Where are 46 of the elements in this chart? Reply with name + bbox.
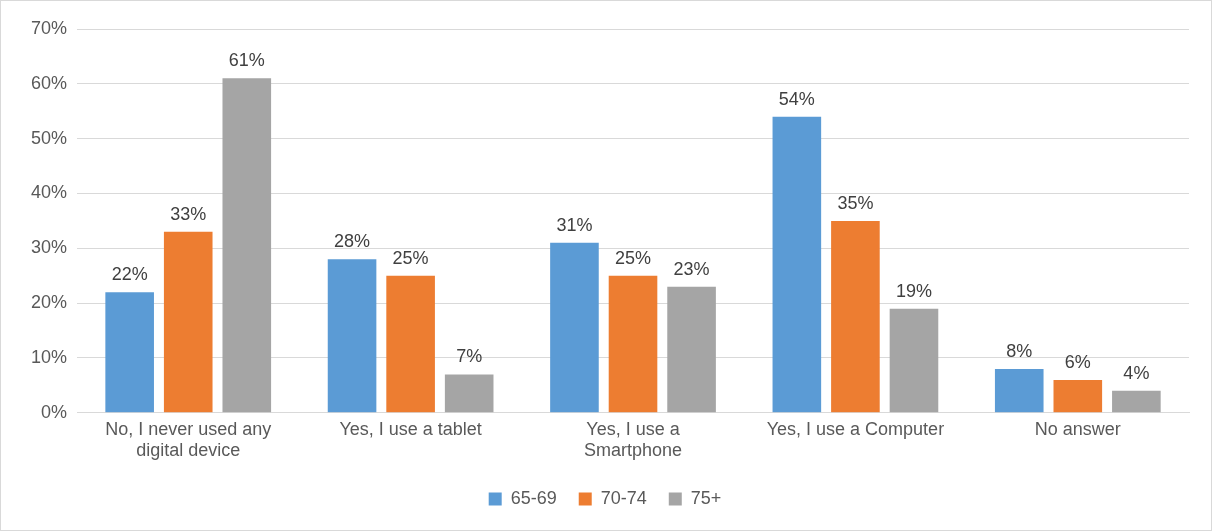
bar [222, 78, 272, 413]
x-tick-label: Yes, I use a Computer [766, 418, 945, 439]
bar [1112, 390, 1161, 413]
data-label: 31% [556, 214, 593, 235]
data-label: 25% [392, 247, 429, 268]
x-tick-label: Yes, I use a tablet [339, 418, 482, 439]
x-tick-label: No answer [1034, 418, 1121, 439]
legend-label: 70-74 [600, 487, 647, 508]
y-tick-label: 20% [31, 292, 68, 313]
bar [772, 116, 822, 413]
y-tick-label: 40% [31, 182, 68, 203]
data-label: 8% [1006, 340, 1033, 361]
bar [444, 374, 494, 413]
bar [831, 220, 880, 413]
bar [105, 292, 154, 413]
y-tick-label: 70% [31, 17, 68, 38]
data-label: 22% [111, 264, 148, 285]
bar [163, 231, 213, 413]
data-label: 7% [456, 346, 483, 367]
data-label: 25% [615, 247, 652, 268]
data-label: 54% [778, 88, 815, 109]
legend-label: 75+ [690, 487, 722, 508]
y-tick-label: 10% [31, 346, 68, 367]
x-tick-label: Yes, I use a Smartphone [583, 418, 683, 461]
y-tick-label: 60% [31, 72, 68, 93]
bar [550, 242, 599, 413]
legend-label: 65-69 [510, 487, 557, 508]
data-label: 28% [334, 231, 371, 252]
data-label: 35% [837, 192, 874, 213]
x-tick-label: No, I never used any digital device [105, 418, 272, 461]
bar [327, 259, 377, 413]
data-label: 19% [895, 280, 932, 301]
data-label: 33% [170, 203, 207, 224]
y-tick-label: 0% [41, 401, 68, 422]
data-label: 4% [1123, 362, 1150, 383]
bar [667, 286, 716, 413]
bar [386, 275, 435, 413]
bar [889, 308, 939, 413]
bar [1053, 379, 1103, 413]
y-tick-label: 50% [31, 127, 68, 148]
data-label: 61% [228, 50, 265, 71]
data-label: 23% [673, 258, 710, 279]
data-label: 6% [1064, 351, 1091, 372]
bar [994, 368, 1044, 413]
bar [608, 275, 658, 413]
y-tick-label: 30% [31, 237, 68, 258]
